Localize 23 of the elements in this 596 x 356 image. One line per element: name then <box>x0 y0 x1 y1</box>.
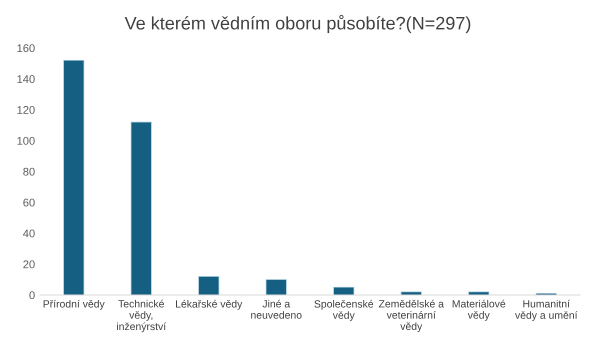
bar <box>198 276 220 295</box>
x-tick-label: Přírodní vědy <box>44 300 105 310</box>
y-tick-label: 160 <box>17 44 35 52</box>
x-tick-label: Technické vědy, inženýrství <box>117 300 166 332</box>
x-tick-label: Materiálové vědy <box>452 300 506 321</box>
y-tick-label: 80 <box>23 168 35 176</box>
bar <box>333 286 354 295</box>
x-tick-label: Jiné a neuvedeno <box>251 300 302 319</box>
x-tick-label: Humanitní vědy a umění <box>515 300 578 321</box>
y-tick-label: 140 <box>17 75 35 84</box>
x-tick-label: Zemědělské a veterinární vědy <box>378 300 444 332</box>
bar <box>63 60 84 295</box>
bar <box>266 279 287 295</box>
chart-title: Ve kterém vědním oboru působíte?(N=297) <box>124 14 470 34</box>
y-tick-label: 20 <box>23 260 35 268</box>
y-tick-label: 120 <box>17 106 35 114</box>
y-tick-label: 60 <box>23 198 35 207</box>
y-tick-label: 0 <box>29 291 35 300</box>
x-tick-label: Lékařské vědy <box>176 300 242 310</box>
y-tick-label: 100 <box>17 136 35 145</box>
bar <box>130 122 152 295</box>
y-tick-label: 40 <box>23 230 35 238</box>
x-tick-label: Společenské vědy <box>314 300 374 321</box>
